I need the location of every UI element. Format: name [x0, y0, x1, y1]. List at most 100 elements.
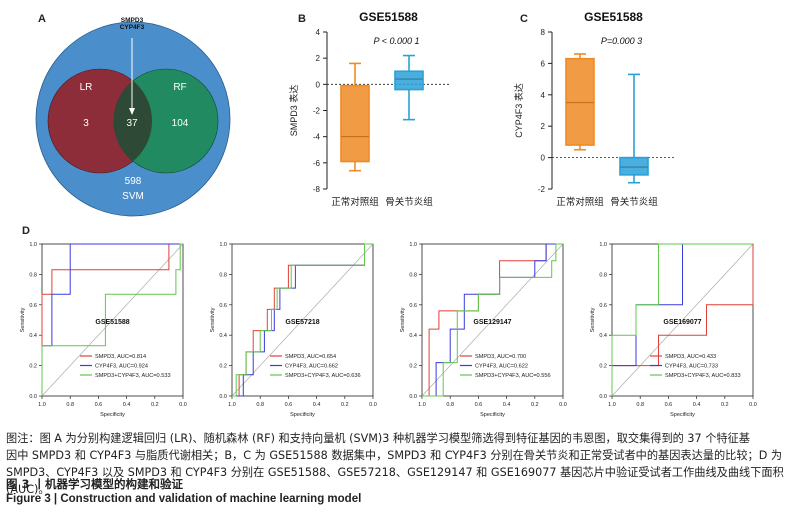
y-tick-label: 1.0: [219, 242, 227, 248]
roc-dataset-title: GSE57218: [285, 319, 319, 326]
caption-line-3: SMPD3、CYP4F3 以及 SMPD3 和 CYP4F3 分别在 GSE51…: [6, 466, 784, 496]
roc-dataset-title: GSE169077: [663, 319, 701, 326]
panel-letter-d: D: [22, 225, 30, 237]
caption-line-1: 图注：图 A 为分别构建逻辑回归 (LR)、随机森林 (RF) 和支持向量机 (…: [6, 432, 750, 445]
y-axis-label: Sensitivity: [210, 307, 216, 332]
y-tick-label: 0.0: [29, 394, 37, 400]
y-tick-label: -2: [538, 185, 546, 194]
figure-caption: 图注：图 A 为分别构建逻辑回归 (LR)、随机森林 (RF) 和支持向量机 (…: [6, 430, 796, 498]
x-tick-label: 0.6: [95, 402, 103, 408]
y-tick-label: -2: [313, 107, 321, 116]
x-tick-label: 0.0: [559, 402, 567, 408]
y-axis-label: Sensitivity: [590, 307, 596, 332]
x-tick-label: 1.0: [228, 402, 236, 408]
x-category-label: 正常对照组: [556, 196, 604, 208]
y-tick-label: 1.0: [29, 242, 37, 248]
x-tick-label: 1.0: [418, 402, 426, 408]
boxplot-title: GSE51588: [359, 10, 418, 24]
box-body: [394, 70, 424, 91]
legend-entry: CYP4F3, AUC=0.622: [475, 364, 528, 370]
venn-intersection: [114, 69, 152, 173]
venn-rf-value: 104: [172, 118, 189, 129]
venn-arrow-label-2: CYP4F3: [120, 24, 145, 31]
roc-frame: [421, 243, 564, 397]
box-body: [340, 84, 370, 163]
legend-entry: SMPD3, AUC=0.814: [95, 354, 146, 360]
p-value: P < 0.000 1: [374, 36, 420, 46]
p-value: P=0.000 3: [601, 36, 642, 46]
legend-entry: SMPD3, AUC=0.700: [475, 354, 526, 360]
y-axis-label: CYP4F3 表达: [513, 83, 524, 138]
x-tick-label: 0.6: [475, 402, 483, 408]
venn-svm-value: 598: [125, 176, 142, 187]
x-axis-label: Specificity: [100, 412, 125, 418]
legend-entry: SMPD3+CYP4F3, AUC=0.833: [665, 373, 741, 379]
roc-diagonal: [611, 243, 754, 397]
venn-lr-label: LR: [80, 82, 93, 93]
venn-diagram: SMPD3 CYP4F3 LR RF 3 37 104 598 SVM: [35, 17, 231, 217]
x-category-label: 骨关节炎组: [385, 196, 433, 208]
roc-curve: [41, 243, 183, 396]
venn-rf-label: RF: [173, 82, 186, 93]
y-tick-label: 0.4: [409, 333, 417, 339]
figure-title-en: Figure 3 | Construction and validation o…: [6, 493, 362, 505]
x-tick-label: 0.8: [66, 402, 74, 408]
legend-entry: SMPD3+CYP4F3, AUC=0.636: [285, 373, 361, 379]
legend-entry: CYP4F3, AUC=0.662: [285, 364, 338, 370]
x-tick-label: 0.0: [179, 402, 187, 408]
x-axis-label: Specificity: [480, 412, 505, 418]
figure-title-cn: 图 3 丨机器学习模型的构建和验证: [6, 477, 184, 491]
y-tick-label: -6: [313, 159, 321, 168]
x-category-label: 骨关节炎组: [610, 196, 658, 208]
roc-dataset-title: GSE51588: [95, 319, 129, 326]
roc-dataset-title: GSE129147: [473, 319, 511, 326]
boxplot-cyp4f3: GSE51588 -2 0 2 4 6 8 CYP4F3 表达 P=0.000 3 正常对照组 骨关…: [513, 10, 675, 208]
y-tick-label: 2: [541, 122, 546, 131]
panel-letter-a: A: [38, 13, 46, 25]
x-tick-label: 0.4: [313, 402, 321, 408]
legend-entry: SMPD3, AUC=0.654: [285, 354, 336, 360]
y-axis-label: Sensitivity: [400, 307, 406, 332]
x-tick-label: 0.0: [369, 402, 377, 408]
x-axis-label: Specificity: [670, 412, 695, 418]
x-tick-label: 0.0: [749, 402, 757, 408]
y-tick-label: 4: [541, 91, 546, 100]
y-tick-label: 2: [316, 54, 321, 63]
roc-gse57218: 0.0 0.2 0.4 0.6 0.8 1.0 1.0 0.8 0.6 0.4 0.2 0.0 Spec…: [210, 242, 377, 418]
y-tick-label: 0.2: [599, 364, 607, 370]
y-tick-label: 4: [316, 28, 321, 37]
x-category-label: 正常对照组: [331, 196, 379, 208]
x-tick-label: 0.4: [693, 402, 701, 408]
y-axis-label: SMPD3 表达: [288, 85, 299, 137]
legend-entry: CYP4F3, AUC=0.924: [95, 364, 148, 370]
y-tick-label: 6: [541, 59, 546, 68]
x-tick-label: 0.2: [721, 402, 729, 408]
venn-lr-value: 3: [83, 118, 89, 129]
legend-entry: SMPD3, AUC=0.433: [665, 354, 716, 360]
roc-curve: [611, 243, 753, 396]
panel-letter-b: B: [298, 13, 306, 25]
y-tick-label: 0.8: [409, 272, 417, 278]
x-tick-label: 0.8: [636, 402, 644, 408]
y-tick-label: -8: [313, 185, 321, 194]
y-tick-label: 0.0: [409, 394, 417, 400]
y-tick-label: 0: [541, 154, 546, 163]
x-tick-label: 0.4: [503, 402, 511, 408]
panel-letter-c: C: [520, 13, 528, 25]
y-tick-label: 0.0: [599, 394, 607, 400]
venn-arrow-head: [129, 108, 135, 115]
x-tick-label: 0.2: [531, 402, 539, 408]
roc-gse51588: 0.0 0.2 0.4 0.6 0.8 1.0 1.0 0.8 0.6 0.4 0.2 0.0 Spec…: [20, 242, 187, 418]
x-axis-label: Specificity: [290, 412, 315, 418]
x-tick-label: 0.4: [123, 402, 131, 408]
y-tick-label: 0.8: [219, 272, 227, 278]
y-tick-label: 0.8: [599, 272, 607, 278]
y-tick-label: 0.2: [219, 364, 227, 370]
y-tick-label: 0.4: [29, 333, 37, 339]
x-tick-label: 0.8: [446, 402, 454, 408]
y-tick-label: 0.6: [409, 303, 417, 309]
y-axis-label: Sensitivity: [20, 307, 26, 332]
y-tick-label: 0.8: [29, 272, 37, 278]
y-tick-label: 0.6: [29, 303, 37, 309]
roc-curve: [232, 243, 373, 397]
